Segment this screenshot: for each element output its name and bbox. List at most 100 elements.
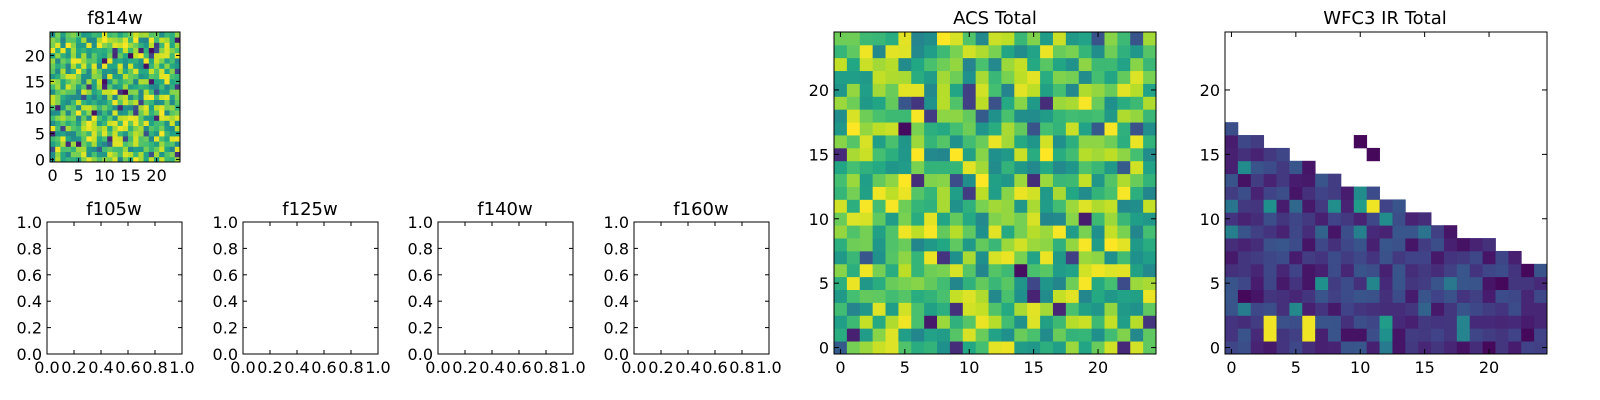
heatmap-cell	[1469, 289, 1483, 303]
heatmap-cell	[154, 115, 160, 121]
heatmap-cell	[86, 32, 92, 38]
heatmap-cell	[1143, 122, 1157, 136]
heatmap-cell	[112, 52, 118, 59]
heatmap-cell	[148, 68, 155, 74]
heatmap-cell	[1328, 173, 1342, 187]
heatmap-cell	[1379, 199, 1393, 213]
heatmap-cell	[133, 99, 139, 106]
heatmap-cell	[133, 94, 139, 100]
heatmap-cell	[834, 289, 848, 303]
axes-frame-acs-total	[833, 31, 1157, 355]
heatmap-cell	[1315, 289, 1329, 303]
heatmap-cell	[1104, 238, 1118, 252]
heatmap-cell	[1482, 250, 1496, 265]
heatmap-cell	[1104, 302, 1118, 316]
heatmap-cell	[1027, 225, 1041, 239]
heatmap-cell	[1340, 238, 1355, 252]
heatmap-cell	[911, 96, 925, 110]
heatmap-cell	[949, 147, 964, 162]
heatmap-cell	[1078, 83, 1092, 97]
heatmap-cell	[872, 186, 886, 200]
heatmap-cell	[859, 122, 874, 136]
heatmap-cell	[138, 73, 144, 80]
heatmap-cell	[1052, 250, 1067, 265]
heatmap-cell	[1366, 250, 1380, 265]
heatmap-cell	[154, 120, 160, 126]
heatmap-cell	[949, 32, 964, 46]
heatmap-cell	[962, 276, 977, 290]
heatmap-cell	[102, 130, 108, 137]
heatmap-cell	[138, 84, 144, 90]
heatmap-cell	[924, 147, 938, 162]
heatmap-cell	[76, 146, 82, 152]
heatmap-cell	[834, 328, 848, 342]
heatmap-cell	[174, 125, 181, 132]
heatmap-cell	[859, 341, 874, 355]
heatmap-cell	[107, 63, 113, 69]
heatmap-cell	[834, 135, 848, 149]
heatmap-cell	[81, 104, 87, 111]
heatmap-cell	[60, 84, 66, 90]
heatmap-cell	[975, 135, 989, 149]
heatmap-cell	[117, 58, 124, 64]
heatmap-cell	[122, 94, 129, 100]
heatmap-cell	[1078, 122, 1092, 136]
heatmap-cell	[91, 47, 98, 54]
heatmap-cell	[962, 186, 977, 200]
heatmap-cell	[898, 186, 912, 200]
heatmap-cell	[1443, 263, 1458, 278]
axes-frame-f160w	[633, 221, 770, 355]
heatmap-cell	[962, 96, 977, 110]
heatmap-cell	[1014, 70, 1028, 84]
heatmap-cell	[1469, 276, 1483, 290]
heatmap-cell	[1052, 276, 1067, 290]
heatmap-cell	[1001, 70, 1015, 84]
heatmap-cell	[885, 57, 899, 72]
heatmap-cell	[1250, 160, 1265, 175]
heatmap-cell	[76, 42, 82, 48]
heatmap-cell	[885, 199, 899, 213]
heatmap-cell	[122, 37, 129, 43]
heatmap-cell	[911, 186, 925, 200]
x-tick-label: 0.4	[88, 358, 113, 377]
heatmap-cell	[138, 94, 144, 100]
heatmap-cell	[1065, 328, 1080, 342]
heatmap-cell	[122, 84, 129, 90]
heatmap-cell	[937, 250, 951, 265]
heatmap-cell	[164, 84, 170, 90]
heatmap-cell	[975, 109, 989, 123]
heatmap-cell	[154, 110, 160, 116]
heatmap-cell	[859, 186, 874, 200]
heatmap-cell	[1130, 160, 1144, 175]
heatmap-cell	[988, 83, 1002, 97]
heatmap-cell	[1143, 109, 1157, 123]
heatmap-cell	[1027, 328, 1041, 342]
heatmap-cell	[128, 146, 134, 152]
heatmap-cell	[70, 84, 77, 90]
heatmap-cell	[1117, 32, 1131, 46]
heatmap-cell	[1328, 186, 1342, 200]
heatmap-cell	[138, 89, 144, 95]
heatmap-cell	[1027, 57, 1041, 72]
heatmap-cell	[1237, 276, 1252, 290]
heatmap-cell	[1379, 328, 1393, 342]
heatmap-cell	[112, 130, 118, 137]
heatmap-cell	[898, 302, 912, 316]
heatmap-cell	[1091, 328, 1105, 342]
heatmap-cell	[70, 115, 77, 121]
heatmap-cell	[1130, 276, 1144, 290]
heatmap-cell	[834, 186, 848, 200]
heatmap-cell	[122, 104, 129, 111]
heatmap-cell	[924, 328, 938, 342]
heatmap-cell	[117, 130, 124, 137]
heatmap-cell	[86, 84, 92, 90]
heatmap-cell	[1353, 225, 1368, 239]
heatmap-cell	[911, 44, 925, 59]
heatmap-cell	[55, 99, 61, 106]
heatmap-cell	[988, 96, 1002, 110]
heatmap-cell	[1237, 341, 1252, 355]
heatmap-cell	[112, 146, 118, 152]
heatmap-cell	[76, 84, 82, 90]
heatmap-cell	[143, 63, 150, 69]
heatmap-cell	[174, 84, 181, 90]
